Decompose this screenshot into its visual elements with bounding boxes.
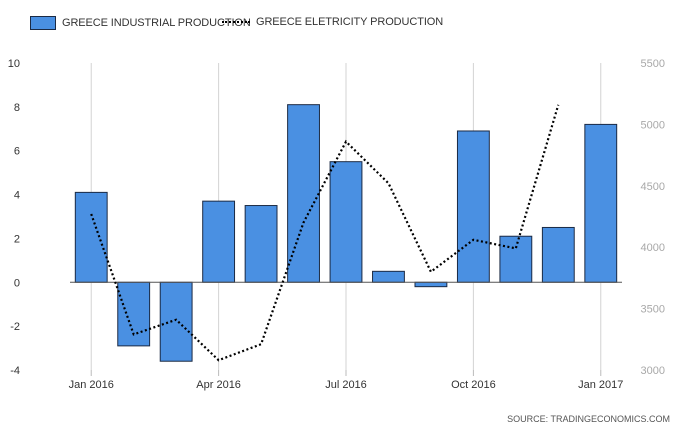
y-right-tick-label: 4500	[641, 181, 665, 193]
bar	[499, 235, 533, 283]
bar	[414, 281, 448, 288]
electricity-line	[90, 104, 560, 362]
bar	[456, 130, 490, 283]
chart-legend: GREECE INDUSTRIAL PRODUCTION GREECE ELET…	[0, 0, 700, 40]
bar	[372, 270, 405, 283]
y-right-tick-label: 4000	[641, 242, 665, 254]
x-tick-label: Oct 2016	[451, 379, 496, 391]
legend-label-industrial-production: GREECE INDUSTRIAL PRODUCTION	[62, 17, 251, 29]
legend-item-industrial-production: GREECE INDUSTRIAL PRODUCTION	[30, 16, 251, 30]
y-left-tick-label: -2	[10, 321, 20, 333]
x-tick-label: Jul 2016	[325, 379, 367, 391]
y-right-tick-label: 3000	[641, 365, 665, 377]
y-left-tick-label: 2	[14, 233, 20, 245]
bar	[541, 226, 575, 283]
bar	[584, 123, 618, 283]
bar	[329, 161, 363, 283]
bar	[159, 281, 193, 362]
y-left-tick-label: 10	[8, 58, 20, 70]
bar	[117, 281, 151, 347]
legend-bar-swatch	[30, 16, 56, 30]
source-label: SOURCE: TRADINGECONOMICS.COM	[507, 414, 670, 424]
bar	[74, 191, 108, 283]
x-tick-label: Apr 2016	[196, 379, 241, 391]
legend-item-electricity-production: GREECE ELETRICITY PRODUCTION	[222, 16, 443, 28]
y-right-tick-label: 5000	[641, 119, 665, 131]
y-left-tick-label: 8	[14, 102, 20, 114]
legend-label-electricity-production: GREECE ELETRICITY PRODUCTION	[256, 16, 444, 28]
x-tick-label: Jan 2017	[578, 379, 623, 391]
bar	[202, 200, 236, 283]
bar	[244, 205, 278, 283]
y-right-tick-label: 5500	[641, 58, 665, 70]
y-left-tick-label: 0	[14, 277, 20, 289]
y-left-tick-label: 6	[14, 146, 20, 158]
y-left-tick-label: -4	[10, 365, 20, 377]
y-left-tick-label: 4	[14, 190, 20, 202]
legend-dotted-line-swatch	[222, 21, 250, 23]
y-right-tick-label: 3500	[641, 304, 665, 316]
x-tick-label: Jan 2016	[69, 379, 114, 391]
